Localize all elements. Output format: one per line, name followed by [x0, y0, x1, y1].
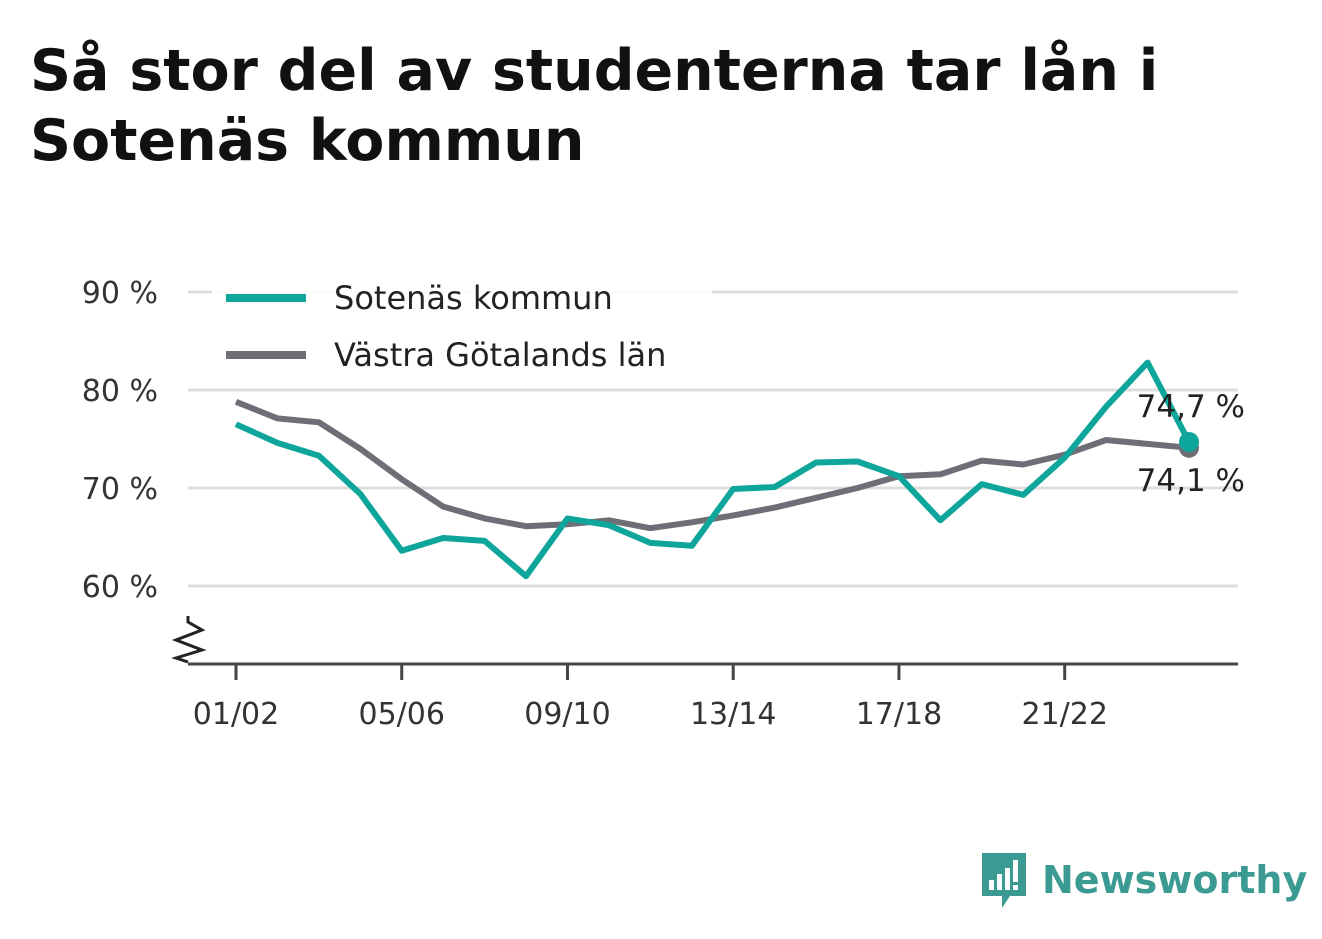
- legend: Sotenäs kommun Västra Götalands län: [212, 268, 712, 384]
- x-axis-ticks: 01/02 05/06 09/10 13/14 17/18 21/22: [193, 664, 1108, 732]
- x-tick-label: 05/06: [359, 697, 445, 732]
- newsworthy-brand: Newsworthy: [980, 848, 1307, 912]
- y-axis-ticks: 60 % 70 % 80 % 90 %: [82, 276, 158, 605]
- series-line-sotenas: [234, 359, 1192, 580]
- x-tick-label: 01/02: [193, 697, 279, 732]
- series-line-vastra-gotaland: [234, 399, 1190, 532]
- x-tick-label: 17/18: [856, 697, 942, 732]
- legend-label: Västra Götalands län: [334, 336, 666, 374]
- newsworthy-logo-icon: [982, 853, 1026, 908]
- chart-title: Så stor del av studenterna tar lån i Sot…: [30, 38, 1159, 174]
- end-labels: 74,7 % 74,1 %: [1137, 389, 1245, 499]
- series-end-point: [1179, 431, 1199, 452]
- y-tick-label: 80 %: [82, 374, 158, 409]
- legend-background: [212, 268, 712, 384]
- end-value-label: 74,1 %: [1137, 463, 1245, 499]
- y-tick-label: 60 %: [82, 570, 158, 605]
- legend-label: Sotenäs kommun: [334, 279, 613, 317]
- axis-break-icon: [171, 616, 207, 664]
- y-tick-label: 90 %: [82, 276, 158, 311]
- brand-name: Newsworthy: [1042, 858, 1308, 902]
- x-tick-label: 13/14: [690, 697, 776, 732]
- end-value-label: 74,7 %: [1137, 389, 1245, 425]
- x-tick-label: 09/10: [524, 697, 610, 732]
- series-lines: [234, 359, 1199, 580]
- y-tick-label: 70 %: [82, 472, 158, 507]
- x-tick-label: 21/22: [1021, 697, 1107, 732]
- x-axis: [171, 616, 1238, 666]
